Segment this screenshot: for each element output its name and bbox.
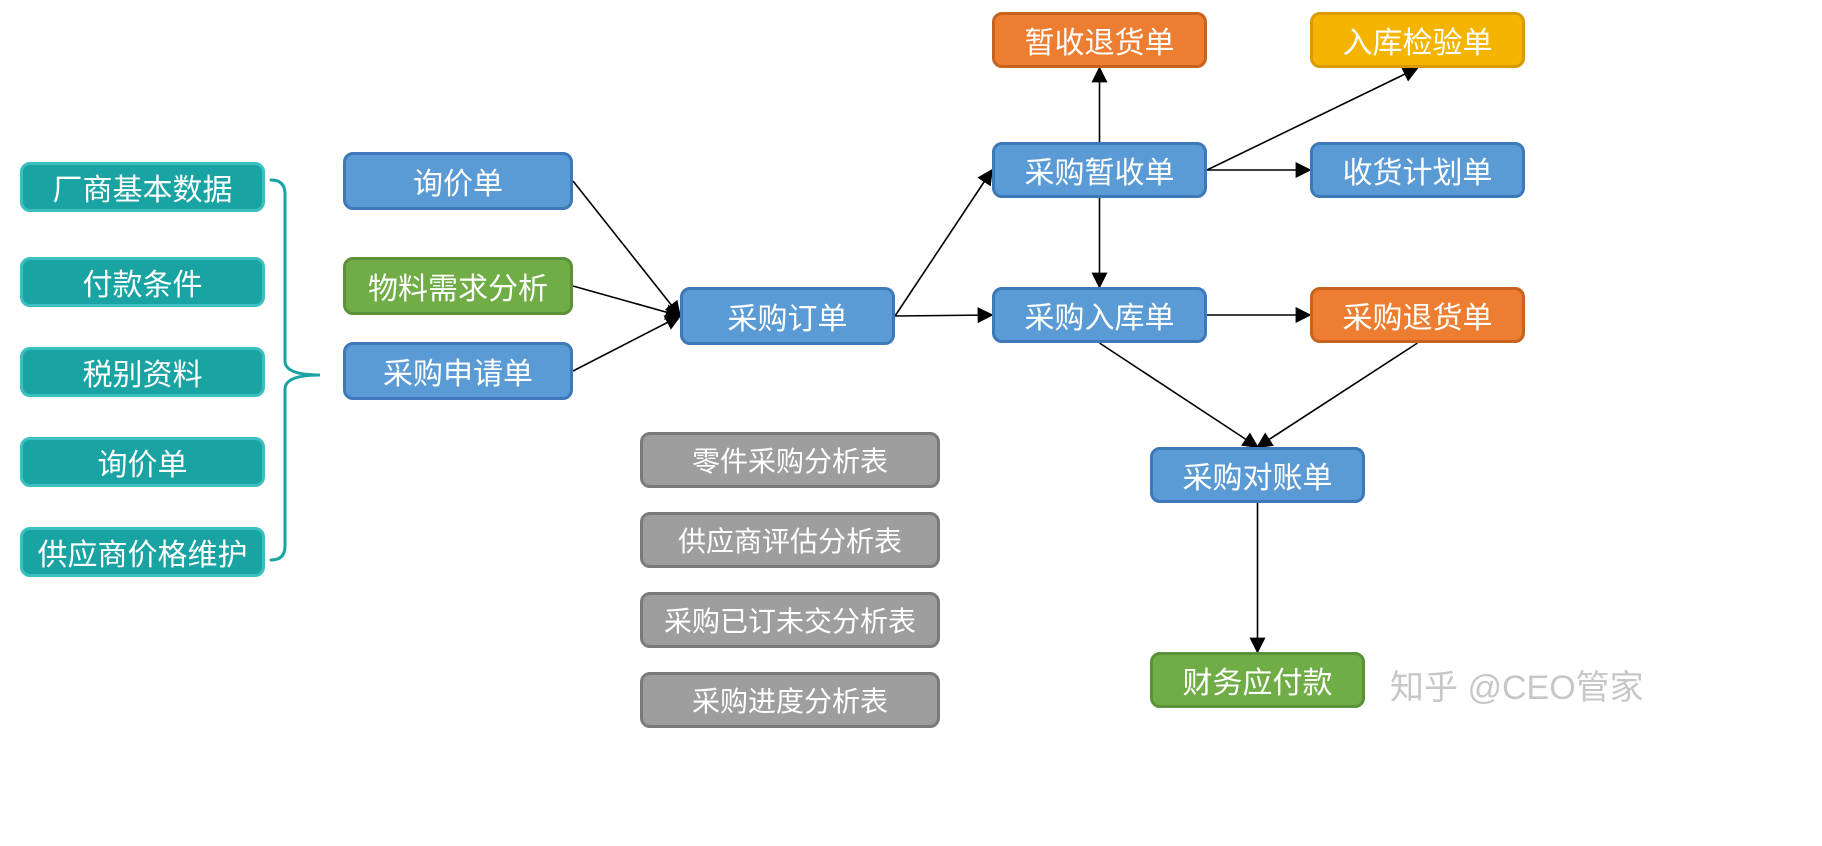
node-label: 采购订单 xyxy=(728,294,848,338)
group-brace xyxy=(271,180,320,560)
node-teal2: 付款条件 xyxy=(20,257,265,307)
node-label: 厂商基本数据 xyxy=(53,165,233,209)
node-label: 供应商评估分析表 xyxy=(678,520,902,560)
node-ap: 财务应付款 xyxy=(1150,652,1365,708)
node-label: 采购暂收单 xyxy=(1025,148,1175,192)
node-label: 税别资料 xyxy=(83,350,203,394)
node-gray3: 采购已订未交分析表 xyxy=(640,592,940,648)
edge-mrp-po xyxy=(573,286,680,316)
node-teal1: 厂商基本数据 xyxy=(20,162,265,212)
node-tmprcv: 采购暂收单 xyxy=(992,142,1207,198)
watermark: 知乎 @CEO管家 xyxy=(1390,660,1644,709)
node-label: 付款条件 xyxy=(83,260,203,304)
node-label: 采购入库单 xyxy=(1025,293,1175,337)
node-label: 供应商价格维护 xyxy=(38,530,248,574)
node-pret: 采购退货单 xyxy=(1310,287,1525,343)
edge-po-tmprcv xyxy=(895,170,992,316)
node-label: 收货计划单 xyxy=(1343,148,1493,192)
node-label: 物料需求分析 xyxy=(368,264,548,308)
node-insp: 入库检验单 xyxy=(1310,12,1525,68)
node-teal4: 询价单 xyxy=(20,437,265,487)
node-label: 采购进度分析表 xyxy=(692,680,888,720)
node-recon: 采购对账单 xyxy=(1150,447,1365,503)
edge-po-grn xyxy=(895,315,992,316)
edge-pret-recon xyxy=(1258,343,1418,447)
node-gray2: 供应商评估分析表 xyxy=(640,512,940,568)
node-tmpret: 暂收退货单 xyxy=(992,12,1207,68)
node-teal3: 税别资料 xyxy=(20,347,265,397)
node-label: 暂收退货单 xyxy=(1025,18,1175,62)
node-gray1: 零件采购分析表 xyxy=(640,432,940,488)
node-grn: 采购入库单 xyxy=(992,287,1207,343)
edge-inq-po xyxy=(573,181,680,316)
edge-preq-po xyxy=(573,316,680,371)
edge-grn-recon xyxy=(1100,343,1258,447)
node-po: 采购订单 xyxy=(680,287,895,345)
node-teal5: 供应商价格维护 xyxy=(20,527,265,577)
node-rcvpln: 收货计划单 xyxy=(1310,142,1525,198)
node-label: 采购已订未交分析表 xyxy=(664,600,916,640)
node-gray4: 采购进度分析表 xyxy=(640,672,940,728)
node-label: 入库检验单 xyxy=(1343,18,1493,62)
node-mrp: 物料需求分析 xyxy=(343,257,573,315)
node-label: 采购退货单 xyxy=(1343,293,1493,337)
node-label: 采购申请单 xyxy=(383,349,533,393)
node-label: 财务应付款 xyxy=(1183,658,1333,702)
node-label: 采购对账单 xyxy=(1183,453,1333,497)
node-label: 询价单 xyxy=(98,440,188,484)
node-label: 询价单 xyxy=(413,159,503,203)
node-label: 零件采购分析表 xyxy=(692,440,888,480)
node-preq: 采购申请单 xyxy=(343,342,573,400)
diagram-canvas: 知乎 @CEO管家 厂商基本数据付款条件税别资料询价单供应商价格维护询价单物料需… xyxy=(0,0,1822,846)
node-inq: 询价单 xyxy=(343,152,573,210)
